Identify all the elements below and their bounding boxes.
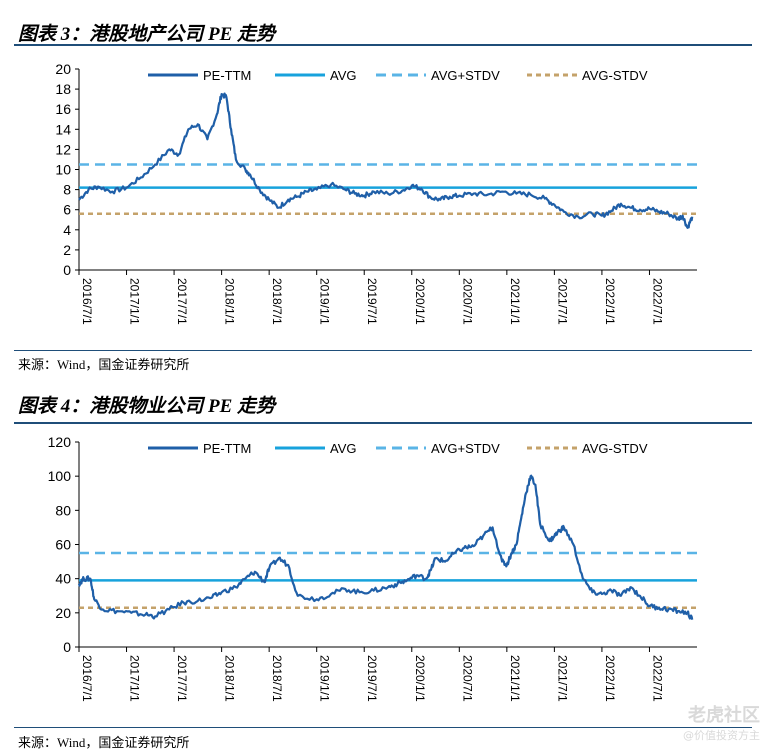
chart1-ytick-label: 10 <box>55 162 71 178</box>
chart1-legend-label: PE-TTM <box>203 68 251 83</box>
figure2-source: 来源：Wind，国金证券研究所 <box>18 735 190 750</box>
watermark-line1: 老虎社区 <box>688 705 760 726</box>
chart2-xtick-label: 2017/7/1 <box>175 655 189 702</box>
chart1-series-pe-ttm <box>78 92 694 229</box>
chart2-legend-label: PE-TTM <box>203 441 251 456</box>
chart1-ytick-label: 2 <box>63 242 71 258</box>
chart1-xtick-label: 2022/7/1 <box>650 278 664 325</box>
chart1-ytick-label: 4 <box>63 222 71 238</box>
chart2-xtick-label: 2022/7/1 <box>650 655 664 702</box>
chart2-xtick-label: 2020/1/1 <box>413 655 427 702</box>
chart2-xtick-label: 2019/1/1 <box>318 655 332 702</box>
figure1-source: 来源：Wind，国金证券研究所 <box>18 357 190 372</box>
chart2-ytick-label: 120 <box>48 434 72 450</box>
chart1-ytick-label: 0 <box>63 262 71 278</box>
chart2-xtick-label: 2022/1/1 <box>603 655 617 702</box>
chart1-xtick-label: 2020/1/1 <box>413 278 427 325</box>
chart1-legend-label: AVG-STDV <box>582 68 648 83</box>
chart2-ytick-label: 0 <box>63 639 71 655</box>
chart1-ytick-label: 16 <box>55 101 71 117</box>
chart2-xtick-label: 2017/1/1 <box>128 655 142 702</box>
chart1-xtick-label: 2021/1/1 <box>508 278 522 325</box>
chart2-legend-label: AVG-STDV <box>582 441 648 456</box>
chart1-xtick-label: 2021/7/1 <box>555 278 569 325</box>
chart1-legend-label: AVG+STDV <box>431 68 500 83</box>
chart2-xtick-label: 2018/1/1 <box>223 655 237 702</box>
figure1-chart: 0 2 4 6 8 10 12 14 16 18 20 2016/7/1 2017/1/1 2017/7/… <box>55 61 697 325</box>
chart1-xtick-label: 2019/7/1 <box>365 278 379 325</box>
figure1-title: 图表 3：港股地产公司 PE 走势 <box>18 24 276 45</box>
chart1-xtick-label: 2017/1/1 <box>128 278 142 325</box>
chart2-ytick-label: 80 <box>55 502 71 518</box>
chart2-ytick-label: 60 <box>55 537 71 553</box>
chart1-ytick-label: 14 <box>55 121 71 137</box>
chart1-xtick-label: 2018/1/1 <box>223 278 237 325</box>
chart1-ytick-label: 6 <box>63 202 71 218</box>
figure2-chart: 0 20 40 60 80 100 120 2016/7/1 2017/1/1 2017/7/1 2… <box>48 434 697 702</box>
chart2-xtick-label: 2016/7/1 <box>80 655 94 702</box>
figure2-top-rule <box>14 422 752 424</box>
watermark: 老虎社区 @价值投资方主 <box>683 701 760 743</box>
chart1-ytick-label: 18 <box>55 81 71 97</box>
figure1-top-rule <box>14 44 752 46</box>
chart1-legend-label: AVG <box>330 68 357 83</box>
chart2-xtick-label: 2018/7/1 <box>270 655 284 702</box>
chart2-xtick-label: 2021/1/1 <box>508 655 522 702</box>
chart1-xtick-label: 2022/1/1 <box>603 278 617 325</box>
chart2-ytick-label: 40 <box>55 571 71 587</box>
chart2-xtick-label: 2021/7/1 <box>555 655 569 702</box>
chart1-xtick-label: 2019/1/1 <box>318 278 332 325</box>
chart1-xtick-label: 2018/7/1 <box>270 278 284 325</box>
figure1-bottom-rule <box>14 350 752 351</box>
chart2-xtick-label: 2019/7/1 <box>365 655 379 702</box>
watermark-line2: @价值投资方主 <box>683 729 760 742</box>
chart1-ytick-label: 20 <box>55 61 71 77</box>
chart1-ytick-label: 8 <box>63 182 71 198</box>
chart1-xtick-label: 2020/7/1 <box>460 278 474 325</box>
chart2-series-pe-ttm <box>77 474 694 620</box>
figure2-title: 图表 4：港股物业公司 PE 走势 <box>18 396 276 417</box>
chart1-xtick-label: 2017/7/1 <box>175 278 189 325</box>
chart2-xtick-label: 2020/7/1 <box>460 655 474 702</box>
chart1-xtick-label: 2016/7/1 <box>80 278 94 325</box>
chart2-ytick-label: 20 <box>55 605 71 621</box>
figure2-bottom-rule <box>14 727 752 728</box>
chart2-legend-label: AVG <box>330 441 357 456</box>
chart2-legend-label: AVG+STDV <box>431 441 500 456</box>
chart1-ytick-label: 12 <box>55 141 71 157</box>
chart2-ytick-label: 100 <box>48 468 72 484</box>
